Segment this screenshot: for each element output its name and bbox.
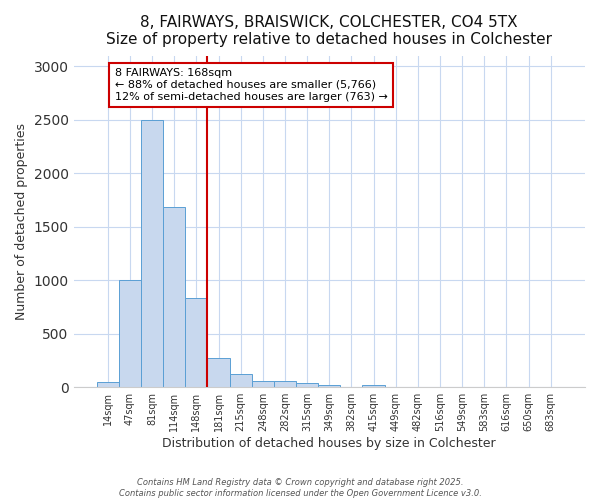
Bar bbox=[296, 383, 318, 387]
Text: 8 FAIRWAYS: 168sqm
← 88% of detached houses are smaller (5,766)
12% of semi-deta: 8 FAIRWAYS: 168sqm ← 88% of detached hou… bbox=[115, 68, 388, 102]
Bar bbox=[97, 382, 119, 387]
Bar bbox=[252, 382, 274, 387]
Bar bbox=[185, 298, 208, 387]
Bar bbox=[318, 385, 340, 387]
Text: Contains HM Land Registry data © Crown copyright and database right 2025.
Contai: Contains HM Land Registry data © Crown c… bbox=[119, 478, 481, 498]
Bar bbox=[163, 208, 185, 387]
Bar bbox=[274, 382, 296, 387]
Bar bbox=[362, 385, 385, 387]
Bar bbox=[141, 120, 163, 387]
Title: 8, FAIRWAYS, BRAISWICK, COLCHESTER, CO4 5TX
Size of property relative to detache: 8, FAIRWAYS, BRAISWICK, COLCHESTER, CO4 … bbox=[106, 15, 552, 48]
Bar bbox=[119, 280, 141, 387]
Y-axis label: Number of detached properties: Number of detached properties bbox=[15, 123, 28, 320]
Bar bbox=[230, 374, 252, 387]
Bar bbox=[208, 358, 230, 387]
X-axis label: Distribution of detached houses by size in Colchester: Distribution of detached houses by size … bbox=[163, 437, 496, 450]
